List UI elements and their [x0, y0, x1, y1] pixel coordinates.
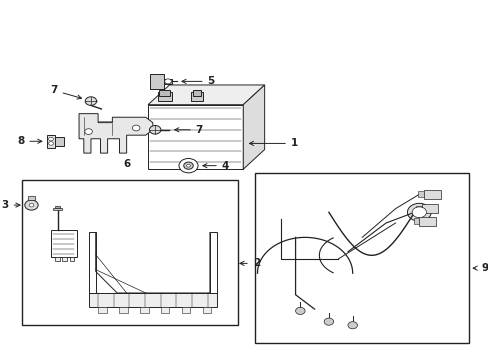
Text: 7: 7 [174, 125, 203, 135]
Bar [159, 90, 170, 96]
Circle shape [295, 307, 305, 315]
Circle shape [132, 125, 140, 131]
Text: 5: 5 [182, 76, 214, 86]
Bar [88, 232, 96, 293]
Bar [255, 173, 468, 343]
Bar [22, 180, 238, 325]
Polygon shape [148, 85, 264, 105]
Bar [157, 92, 171, 101]
Text: 4: 4 [203, 161, 229, 171]
Text: 7: 7 [50, 85, 81, 99]
Circle shape [84, 129, 92, 134]
Circle shape [347, 321, 357, 329]
Circle shape [25, 200, 38, 210]
Bar [98, 307, 106, 313]
Text: 2: 2 [240, 258, 260, 268]
Circle shape [85, 97, 97, 105]
Bar [69, 257, 74, 261]
Bar [418, 192, 423, 197]
Circle shape [149, 126, 161, 134]
Bar [28, 197, 35, 200]
Bar [148, 105, 243, 169]
Circle shape [48, 137, 53, 141]
Bar [62, 257, 67, 261]
Polygon shape [79, 114, 153, 153]
Text: 1: 1 [249, 139, 298, 148]
Bar [55, 137, 64, 145]
Circle shape [29, 203, 34, 207]
Text: 6: 6 [123, 159, 130, 169]
Bar [50, 230, 77, 257]
Text: 8: 8 [17, 136, 42, 146]
Text: 9: 9 [472, 263, 488, 273]
Circle shape [183, 162, 193, 169]
Circle shape [411, 207, 426, 218]
Circle shape [164, 79, 171, 84]
Circle shape [407, 203, 430, 221]
Bar [415, 206, 421, 212]
Bar [140, 307, 148, 313]
Bar [163, 78, 172, 84]
Circle shape [48, 141, 53, 145]
Circle shape [179, 158, 198, 173]
Bar [421, 204, 437, 213]
Bar [209, 232, 217, 293]
Bar [161, 307, 169, 313]
Bar [46, 135, 55, 148]
Bar [192, 90, 201, 96]
Bar [423, 190, 440, 199]
Bar [55, 206, 61, 208]
Bar [55, 257, 60, 261]
Bar [182, 307, 190, 313]
Bar [203, 307, 211, 313]
Bar [119, 307, 127, 313]
Bar [88, 293, 217, 307]
Bar [418, 217, 435, 226]
Bar [190, 92, 203, 101]
Text: 3: 3 [1, 200, 20, 210]
Polygon shape [243, 85, 264, 169]
Bar [53, 208, 62, 211]
Bar [150, 74, 163, 89]
Circle shape [324, 318, 333, 325]
Circle shape [186, 164, 190, 167]
Bar [413, 219, 418, 224]
